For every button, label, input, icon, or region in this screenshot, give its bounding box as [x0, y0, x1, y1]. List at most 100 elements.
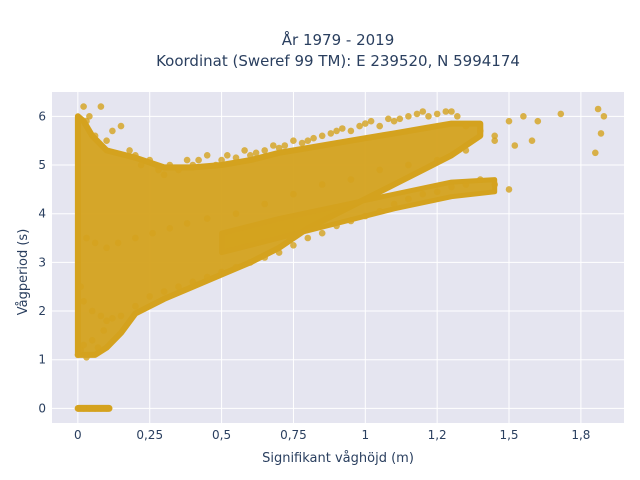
data-point — [80, 405, 87, 412]
data-point — [247, 152, 254, 159]
data-point — [505, 117, 513, 125]
x-tick-label: 0 — [74, 428, 82, 442]
y-tick-label: 2 — [38, 304, 46, 318]
data-point — [74, 405, 82, 412]
y-axis-ticks: 0 1 2 3 4 5 6 — [38, 109, 46, 415]
data-point — [592, 149, 599, 157]
data-point — [318, 181, 326, 188]
data-point — [419, 190, 427, 198]
data-point — [433, 188, 441, 196]
data-point — [261, 254, 269, 261]
data-point — [146, 156, 153, 164]
y-tick-label: 6 — [38, 109, 46, 123]
data-point — [390, 117, 398, 125]
data-point — [318, 132, 326, 140]
data-point — [132, 234, 139, 242]
data-point — [511, 142, 519, 149]
data-point — [419, 108, 427, 115]
data-point — [74, 351, 82, 359]
data-point — [290, 137, 297, 144]
data-point — [290, 190, 297, 198]
data-point — [183, 156, 191, 164]
data-point — [155, 166, 162, 174]
data-point — [189, 278, 197, 286]
data-point — [109, 127, 116, 135]
x-tick-label: 1,5 — [499, 428, 518, 442]
data-point — [356, 122, 363, 130]
data-point — [534, 117, 542, 125]
x-tick-label: 0,75 — [280, 428, 307, 442]
data-point — [477, 127, 484, 135]
data-point — [77, 346, 84, 354]
data-point — [160, 171, 168, 179]
data-point — [103, 317, 110, 325]
data-point — [442, 108, 450, 115]
data-point — [528, 137, 536, 144]
data-point — [275, 144, 283, 152]
x-tick-label: 1,8 — [571, 428, 590, 442]
data-point — [166, 225, 174, 232]
data-point — [149, 229, 156, 237]
y-tick-label: 3 — [38, 255, 46, 269]
data-point — [413, 110, 421, 118]
data-point — [448, 108, 455, 115]
data-point — [117, 312, 125, 320]
data-point — [505, 186, 513, 193]
dense-point-branch — [219, 177, 498, 256]
data-point — [425, 113, 432, 120]
data-point — [203, 152, 211, 159]
data-point — [298, 139, 306, 147]
y-tick-label: 1 — [38, 353, 46, 367]
data-point — [137, 161, 145, 169]
data-point — [117, 122, 125, 130]
data-point — [94, 344, 102, 351]
data-point — [80, 298, 87, 305]
data-point — [203, 215, 211, 222]
data-point — [88, 337, 96, 344]
data-points — [74, 103, 608, 412]
data-point — [232, 210, 240, 217]
data-point — [232, 263, 240, 271]
x-tick-label: 1,2 — [428, 428, 447, 442]
data-point — [347, 176, 355, 183]
data-point — [491, 181, 499, 188]
data-point — [146, 293, 153, 300]
data-point — [91, 405, 99, 412]
data-point — [203, 273, 211, 281]
data-point — [347, 127, 355, 135]
data-point — [433, 110, 441, 118]
y-tick-label: 0 — [38, 401, 46, 415]
data-point — [218, 268, 225, 276]
data-point — [491, 137, 499, 144]
x-tick-label: 1 — [361, 428, 369, 442]
data-point — [594, 105, 602, 113]
data-point — [600, 113, 608, 120]
data-point — [218, 156, 225, 164]
data-point — [362, 120, 369, 127]
data-point — [160, 288, 168, 295]
data-point — [166, 161, 174, 169]
data-point — [333, 127, 340, 135]
data-point — [376, 208, 384, 215]
data-point — [175, 166, 182, 174]
data-point — [83, 354, 90, 361]
data-point — [91, 132, 99, 140]
data-point — [97, 405, 105, 412]
y-tick-label: 5 — [38, 158, 46, 172]
data-point — [132, 302, 139, 310]
data-point — [396, 115, 404, 123]
data-point — [275, 249, 283, 256]
data-point — [80, 341, 87, 349]
data-point — [261, 147, 269, 154]
data-point — [405, 161, 412, 169]
data-point — [454, 113, 461, 120]
data-point — [390, 200, 398, 208]
data-point — [367, 117, 375, 125]
data-point — [86, 405, 93, 412]
data-point — [290, 242, 297, 249]
data-point — [433, 156, 441, 164]
data-point — [212, 161, 220, 169]
data-point — [91, 239, 99, 247]
x-tick-label: 0,25 — [136, 428, 163, 442]
